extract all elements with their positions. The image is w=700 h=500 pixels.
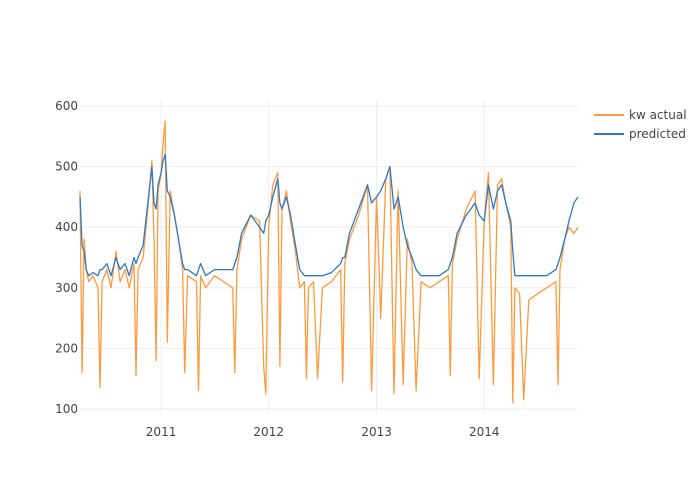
series-line-predicted[interactable]	[79, 153, 579, 277]
x-tick-label: 2011	[146, 425, 177, 439]
legend-label-kw-actual: kw actual	[629, 108, 687, 122]
series-layer	[79, 120, 579, 404]
axis-labels: 100 200 300 400 500 600 2011 2012 2013 2014	[55, 99, 499, 439]
legend-item-kw-actual[interactable]: kw actual	[594, 108, 687, 122]
y-tick-label: 500	[55, 160, 78, 174]
y-tick-label: 300	[55, 281, 78, 295]
x-tick-label: 2012	[253, 425, 284, 439]
legend: kw actual predicted	[594, 108, 687, 141]
legend-label-predicted: predicted	[629, 127, 686, 141]
y-tick-label: 200	[55, 341, 78, 355]
x-tick-label: 2013	[361, 425, 392, 439]
x-tick-label: 2014	[469, 425, 500, 439]
y-tick-label: 600	[55, 99, 78, 113]
y-tick-label: 100	[55, 402, 78, 416]
legend-item-predicted[interactable]: predicted	[594, 127, 686, 141]
gridlines	[80, 100, 578, 415]
series-line-kw-actual[interactable]	[79, 120, 579, 404]
y-tick-label: 400	[55, 220, 78, 234]
